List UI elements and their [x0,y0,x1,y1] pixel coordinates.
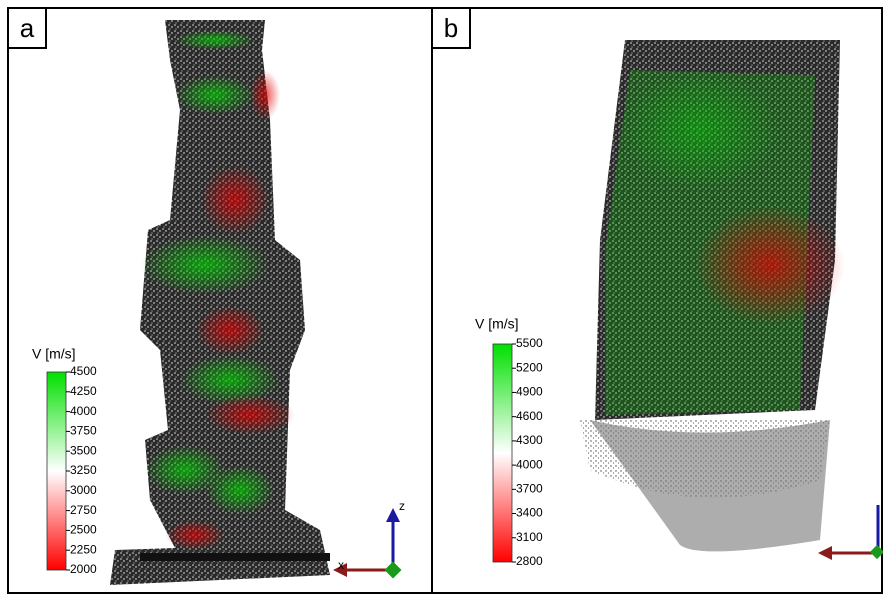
colorbar-title: V [m/s] [475,316,519,332]
point-cloud-a [110,20,330,585]
panel-label: a [20,13,35,43]
tick-label: 2750 [70,503,97,517]
tick-label: 3000 [70,483,97,497]
tick-label: 4000 [70,404,97,418]
tick-label: 4300 [516,433,543,447]
tick-label: 3500 [70,443,97,457]
colorbar [47,372,66,570]
tick-label: 4600 [516,409,543,423]
tick-label: 4000 [516,457,543,471]
tick-label: 3750 [70,424,97,438]
axis-label: x [338,558,344,572]
tick-label: 3400 [516,506,543,520]
tick-label: 2250 [70,542,97,556]
tick-label: 4250 [70,384,97,398]
tick-label: 2800 [516,554,543,568]
tick-label: 3700 [516,482,543,496]
colorbar [493,344,512,562]
tick-label: 2500 [70,523,97,537]
axis-label: z [399,499,405,513]
tick-label: 3250 [70,463,97,477]
panel-label: b [444,13,458,43]
point-cloud-b [580,40,883,560]
axes-triad-a: z x [333,499,405,578]
tick-label: 4500 [70,364,97,378]
colorbar-title: V [m/s] [32,346,76,362]
figure: z x a b V [m/s] 4500 4250 4000 3750 3500 3250 3… [0,0,883,594]
tick-label: 5200 [516,360,543,374]
tick-label: 2000 [70,562,97,576]
tick-label: 3100 [516,530,543,544]
tick-label: 5500 [516,336,543,350]
tick-label: 4900 [516,385,543,399]
